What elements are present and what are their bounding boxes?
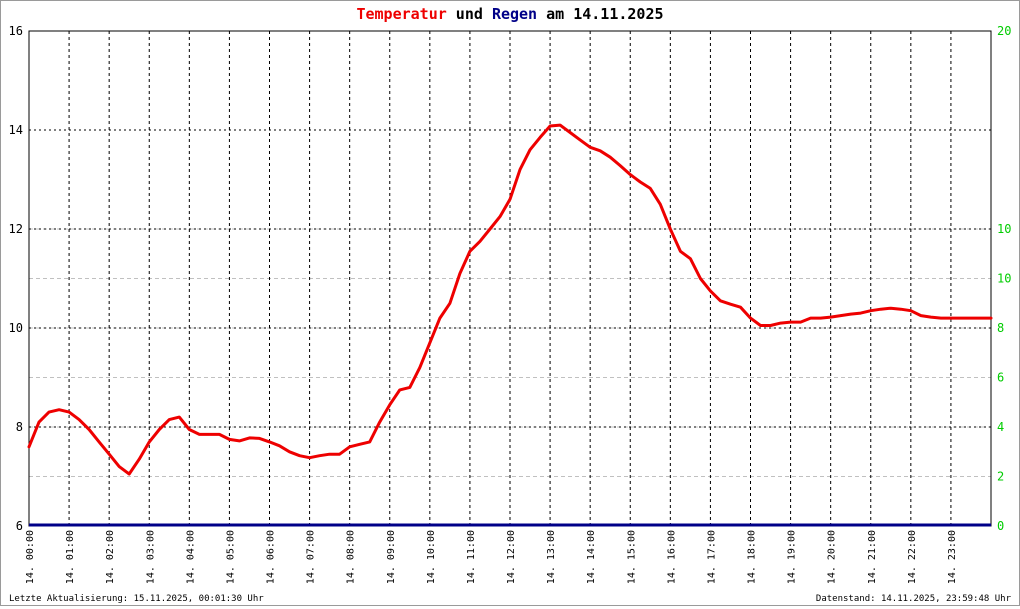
x-tick-label: 14. 20:00 [827,530,838,584]
axes: 6 8 10 12 14 16 0 2 4 6 8 10 10 20 14. 00:00 14. 01:00 1… [9,24,1012,584]
y-right-tick-label: 10 [997,272,1011,286]
x-tick-label: 14. 09:00 [386,530,397,584]
footer-last-update: Letzte Aktualisierung: 15.11.2025, 00:01… [9,594,264,604]
x-tick-label: 14. 22:00 [907,530,918,584]
x-tick-label: 14. 08:00 [346,530,357,584]
x-tick-label: 14. 14:00 [586,530,597,584]
y-right-tick-label: 0 [997,519,1004,533]
x-tick-label: 14. 23:00 [947,530,958,584]
y-right-tick-label: 4 [997,420,1004,434]
x-tick-label: 14. 18:00 [747,530,758,584]
x-tick-label: 14. 00:00 [25,530,36,584]
chart-title-date: am 14.11.2025 [537,5,663,23]
grid [29,31,991,526]
x-tick-label: 14. 10:00 [426,530,437,584]
y-left-tick-label: 10 [9,321,23,335]
x-tick-label: 14. 04:00 [185,530,196,584]
y-left-tick-label: 12 [9,222,23,236]
x-tick-label: 14. 11:00 [466,530,477,584]
x-tick-label: 14. 06:00 [266,530,277,584]
x-tick-label: 14. 21:00 [867,530,878,584]
chart-title: Temperatur und Regen am 14.11.2025 [356,5,663,23]
x-tick-label: 14. 12:00 [506,530,517,584]
x-tick-label: 14. 07:00 [306,530,317,584]
x-tick-label: 14. 05:00 [225,530,236,584]
x-tick-label: 14. 01:00 [65,530,76,584]
y-right-tick-label: 6 [997,371,1004,385]
chart-title-und: und [447,5,492,23]
y-left-tick-label: 6 [16,519,23,533]
y-right-tick-label: 20 [997,24,1011,38]
y-right-tick-label: 10 [997,222,1011,236]
x-tick-label: 14. 19:00 [787,530,798,584]
y-left-tick-label: 14 [9,123,23,137]
y-right-tick-label: 2 [997,470,1004,484]
y-left-tick-label: 8 [16,420,23,434]
x-tick-label: 14. 16:00 [666,530,677,584]
x-tick-label: 14. 15:00 [626,530,637,584]
x-tick-label: 14. 02:00 [105,530,116,584]
series [27,123,993,527]
footer-data-status: Datenstand: 14.11.2025, 23:59:48 Uhr [816,594,1012,604]
chart-title-temperature: Temperatur [356,5,446,23]
x-tick-label: 14. 17:00 [706,530,717,584]
y-right-tick-label: 8 [997,321,1004,335]
x-tick-label: 14. 03:00 [145,530,156,584]
x-tick-label: 14. 13:00 [546,530,557,584]
chart-title-rain: Regen [492,5,537,23]
series-temperature-line [27,123,993,476]
y-left-tick-label: 16 [9,24,23,38]
